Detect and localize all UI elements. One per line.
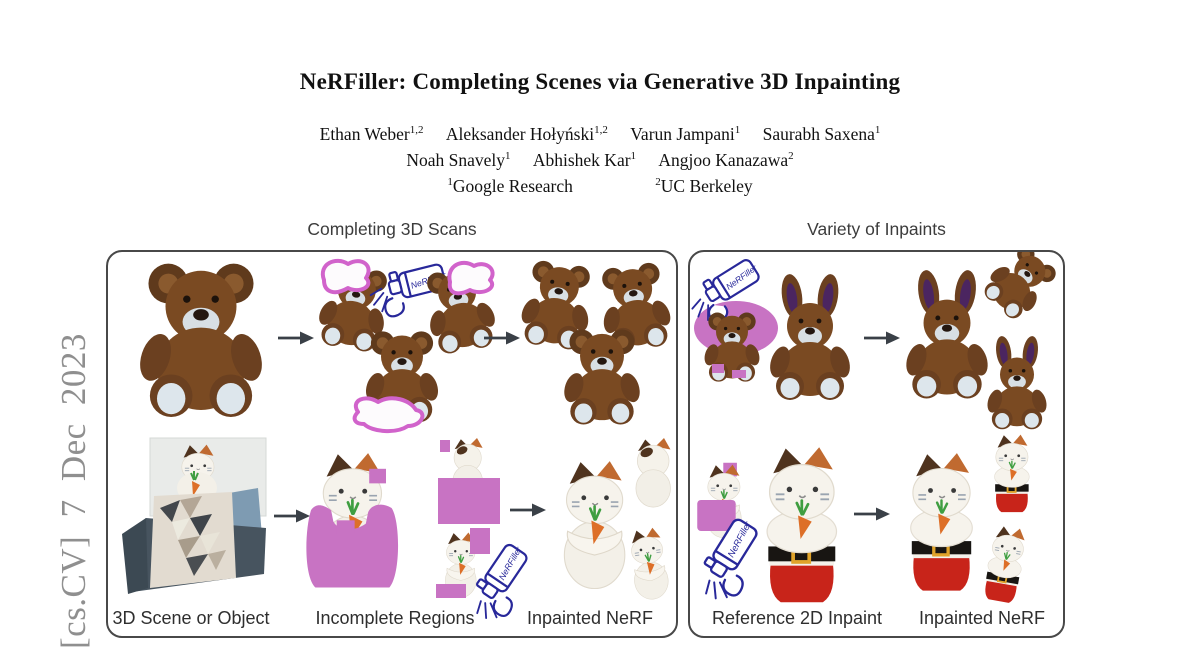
bunny-bear-reference bbox=[766, 272, 854, 400]
author: Varun Jampani1 bbox=[630, 124, 741, 144]
magenta-outline-region bbox=[352, 396, 425, 433]
author: Saurabh Saxena1 bbox=[762, 124, 881, 144]
inpainted-santa-cat-views bbox=[911, 435, 1030, 604]
left-panel-header: Completing 3D Scans bbox=[307, 219, 477, 239]
arrow-icon bbox=[862, 330, 902, 346]
teddy-bear-photo bbox=[134, 263, 268, 418]
caption-3d-scene-or-object: 3D Scene or Object bbox=[112, 608, 270, 628]
inpainted-bunny-views bbox=[902, 252, 1062, 430]
magenta-mask-region bbox=[697, 499, 736, 531]
paper-title: NeRFiller: Completing Scenes via Generat… bbox=[299, 69, 901, 95]
caption-incomplete-regions: Incomplete Regions bbox=[315, 608, 475, 628]
caption-inpainted-nerf-right: Inpainted NeRF bbox=[918, 608, 1046, 628]
author-line-1: Ethan Weber1,2 Aleksander Hołyński1,2 Va… bbox=[0, 124, 1200, 145]
affiliation: 1Google Research bbox=[447, 176, 573, 196]
arxiv-stamp: [cs.CV] 7 Dec 2023 bbox=[54, 333, 93, 648]
right-panel-header: Variety of Inpaints bbox=[807, 219, 946, 239]
magenta-outline-region bbox=[320, 258, 371, 295]
author: Abhishek Kar1 bbox=[532, 150, 637, 170]
magenta-mask-region bbox=[336, 520, 355, 534]
caption-inpainted-nerf-left: Inpainted NeRF bbox=[526, 608, 654, 628]
author: Noah Snavely1 bbox=[406, 150, 511, 170]
magenta-mask-region bbox=[436, 584, 466, 598]
incomplete-cat-view-top bbox=[438, 437, 500, 524]
arrow-icon bbox=[508, 502, 548, 518]
masked-teddy-small bbox=[702, 312, 762, 382]
magenta-outline-region bbox=[447, 260, 495, 296]
panel-completing-3d-scans: 3D Scene or Object Incomplete Regions In… bbox=[106, 250, 678, 638]
incomplete-cat-view-large bbox=[306, 453, 399, 588]
masked-cat-small bbox=[697, 462, 741, 538]
arrow-icon bbox=[272, 508, 312, 524]
arrow-icon bbox=[852, 506, 892, 522]
panel-variety-of-inpaints: Reference 2D Inpaint Inpainted NeRF bbox=[688, 250, 1065, 638]
magenta-mask-region bbox=[369, 468, 386, 484]
author: Aleksander Hołyński1,2 bbox=[445, 124, 608, 144]
author: Ethan Weber1,2 bbox=[319, 124, 424, 144]
magenta-mask-region bbox=[438, 478, 500, 524]
author: Angjoo Kanazawa2 bbox=[658, 150, 794, 170]
incomplete-teddy-views bbox=[311, 258, 503, 433]
caption-reference-2d-inpaint: Reference 2D Inpaint bbox=[711, 608, 883, 628]
arrow-icon bbox=[276, 330, 316, 346]
incomplete-cat-view-bottom bbox=[436, 528, 545, 629]
magenta-mask-region bbox=[470, 528, 490, 554]
right-panel-figure bbox=[690, 252, 1062, 610]
inpainted-teddy-views bbox=[514, 258, 675, 425]
inpainted-cat-views bbox=[564, 437, 670, 601]
santa-cat-reference bbox=[767, 447, 836, 602]
affiliation-line: 1Google Research 2UC Berkeley bbox=[0, 176, 1200, 197]
author-line-2: Noah Snavely1 Abhishek Kar1 Angjoo Kanaz… bbox=[0, 150, 1200, 171]
magenta-mask-region bbox=[306, 504, 399, 588]
affiliation: 2UC Berkeley bbox=[655, 176, 753, 196]
left-panel-figure bbox=[108, 258, 675, 629]
couch-scene-photo bbox=[122, 438, 266, 594]
